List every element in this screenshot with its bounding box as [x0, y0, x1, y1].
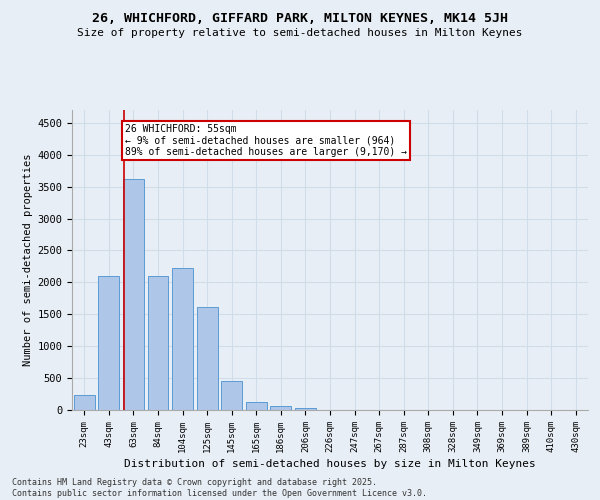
- Bar: [271, 406, 292, 410]
- Bar: [221, 380, 242, 410]
- Text: 26, WHICHFORD, GIFFARD PARK, MILTON KEYNES, MK14 5JH: 26, WHICHFORD, GIFFARD PARK, MILTON KEYN…: [92, 12, 508, 26]
- Bar: [148, 276, 169, 410]
- Bar: [98, 276, 119, 410]
- Bar: [197, 306, 218, 410]
- Bar: [246, 402, 267, 410]
- Text: Size of property relative to semi-detached houses in Milton Keynes: Size of property relative to semi-detach…: [77, 28, 523, 38]
- Text: Contains HM Land Registry data © Crown copyright and database right 2025.
Contai: Contains HM Land Registry data © Crown c…: [12, 478, 427, 498]
- Bar: [172, 268, 193, 410]
- Y-axis label: Number of semi-detached properties: Number of semi-detached properties: [23, 154, 33, 366]
- Bar: [123, 179, 144, 410]
- Text: 26 WHICHFORD: 55sqm
← 9% of semi-detached houses are smaller (964)
89% of semi-d: 26 WHICHFORD: 55sqm ← 9% of semi-detache…: [125, 124, 407, 157]
- Bar: [295, 408, 316, 410]
- Bar: [74, 396, 95, 410]
- X-axis label: Distribution of semi-detached houses by size in Milton Keynes: Distribution of semi-detached houses by …: [124, 459, 536, 469]
